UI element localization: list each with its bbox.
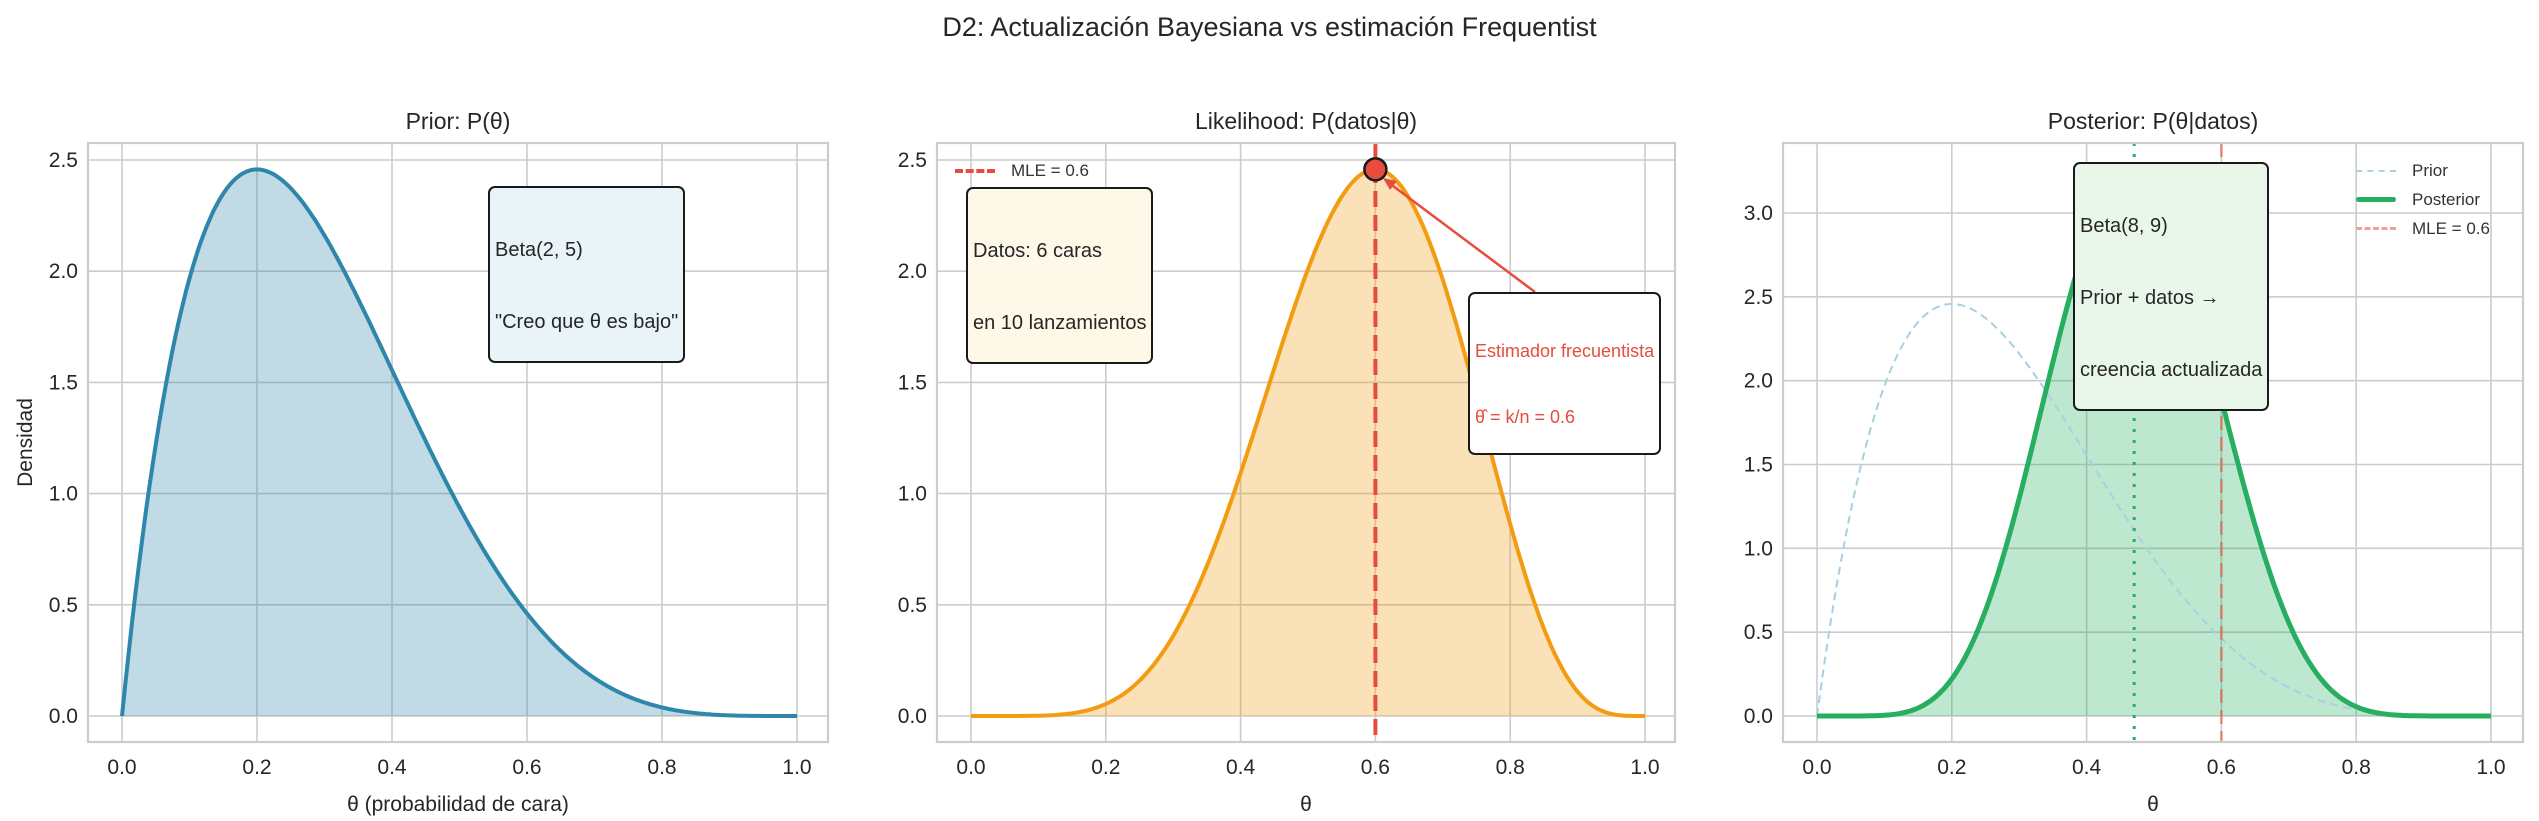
x-axis-label: θ <box>2147 793 2159 816</box>
y-tick-label: 0.5 <box>1744 621 1773 644</box>
x-tick-label: 0.8 <box>1496 756 1525 779</box>
posterior-solid-swatch <box>2356 197 2396 202</box>
panel-2: 0.0 0.2 0.4 0.6 0.8 1.0 0.0 0.5 1.0 1.5 2.0 2.5 Like… <box>898 108 1677 816</box>
x-tick-label: 0.4 <box>1226 756 1256 779</box>
annotation-arrow <box>1384 178 1536 294</box>
prior-annotation-line2: "Creo que θ es bajo" <box>495 311 679 333</box>
prior-dashed-curve <box>1816 302 2491 717</box>
density-fill <box>122 169 797 716</box>
mle-dashed-swatch <box>2356 227 2396 230</box>
x-tick-label: 0.2 <box>1091 756 1120 779</box>
axes-frame <box>1781 141 2525 744</box>
x-tick-label: 0.4 <box>377 756 407 779</box>
prior-annotation-line1: Beta(2, 5) <box>495 239 583 261</box>
y-tick-label: 1.5 <box>1744 454 1773 477</box>
arrow-head-icon <box>1383 178 1397 190</box>
panel-1: 0.0 0.2 0.4 0.6 0.8 1.0 0.0 0.5 1.0 1.5 2.0 2.5 Prio… <box>14 108 830 816</box>
legend-item-mle: MLE = 0.6 <box>2356 214 2490 243</box>
x-tick-label: 0.0 <box>1802 756 1831 779</box>
y-tick-label: 1.0 <box>1744 537 1773 560</box>
x-tick-label: 0.2 <box>242 756 271 779</box>
likelihood-data-annotation-box: Datos: 6 caras en 10 lanzamientos <box>966 187 1154 364</box>
y-tick-label: 2.0 <box>49 260 78 283</box>
y-tick-label: 2.5 <box>49 149 78 172</box>
y-tick-label: 1.5 <box>898 371 927 394</box>
x-tick-label: 0.8 <box>647 756 676 779</box>
y-tick-label: 0.5 <box>49 594 78 617</box>
panel-title: Prior: P(θ) <box>406 108 511 134</box>
x-tick-label: 0.0 <box>956 756 985 779</box>
x-tick-label: 1.0 <box>782 756 811 779</box>
posterior-annotation-box: Beta(8, 9) Prior + datos → creencia actu… <box>2073 162 2270 411</box>
y-axis-label: Densidad <box>14 398 37 487</box>
y-tick-label: 1.5 <box>49 371 78 394</box>
legend-item-mle: MLE = 0.6 <box>955 156 1089 185</box>
x-tick-label: 0.2 <box>1937 756 1966 779</box>
legend-label-prior: Prior <box>2412 160 2448 180</box>
y-tick-label: 1.0 <box>898 483 927 506</box>
x-tick-label: 0.4 <box>2072 756 2102 779</box>
frequentist-annotation-line1: Estimador frecuentista <box>1475 341 1655 361</box>
panel-title: Posterior: P(θ|datos) <box>2048 108 2259 134</box>
y-tick-label: 0.0 <box>49 705 78 728</box>
likelihood-annotation-line2: en 10 lanzamientos <box>973 312 1147 334</box>
axes-frame <box>86 141 830 744</box>
prior-dashed-swatch <box>2356 169 2396 172</box>
x-axis-label: θ <box>1300 793 1312 816</box>
mle-point-marker <box>1363 157 1388 182</box>
posterior-legend: Prior Posterior MLE = 0.6 <box>2356 156 2490 243</box>
frequentist-annotation-line2: θ̂ = k/n = 0.6 <box>1475 407 1576 427</box>
mle-dashed-swatch <box>955 168 995 173</box>
x-tick-label: 0.6 <box>1361 756 1390 779</box>
y-tick-label: 0.0 <box>1744 705 1773 728</box>
x-tick-label: 1.0 <box>1630 756 1659 779</box>
density-curve <box>120 167 797 718</box>
y-tick-label: 2.5 <box>1744 286 1773 309</box>
x-tick-label: 0.8 <box>2342 756 2371 779</box>
posterior-annotation-line3: creencia actualizada <box>2080 359 2263 381</box>
figure-suptitle: D2: Actualización Bayesiana vs estimació… <box>942 12 1597 42</box>
density-fill <box>971 169 1645 716</box>
y-tick-label: 0.5 <box>898 594 927 617</box>
y-tick-label: 0.0 <box>898 705 927 728</box>
y-tick-label: 2.0 <box>1744 370 1773 393</box>
legend-label-posterior: Posterior <box>2412 189 2481 209</box>
frequentist-estimator-annotation: Estimador frecuentista θ̂ = k/n = 0.6 <box>1468 292 1662 455</box>
x-tick-label: 0.6 <box>2207 756 2236 779</box>
x-tick-label: 0.0 <box>107 756 136 779</box>
density-curve <box>971 167 1645 718</box>
likelihood-legend: MLE = 0.6 <box>955 156 1089 185</box>
panel-3: 0.0 0.2 0.4 0.6 0.8 1.0 0.0 0.5 1.0 1.5 2.0 2.5 3.0 P… <box>1744 108 2525 816</box>
y-tick-label: 1.0 <box>49 483 78 506</box>
density-fill <box>1817 171 2491 716</box>
legend-label-mle: MLE = 0.6 <box>1011 160 1089 180</box>
y-tick-label: 2.5 <box>898 149 927 172</box>
y-tick-label: 2.0 <box>898 260 927 283</box>
x-axis-label: θ (probabilidad de cara) <box>347 793 569 816</box>
legend-item-prior: Prior <box>2356 156 2490 185</box>
prior-annotation-box: Beta(2, 5) "Creo que θ es bajo" <box>488 186 686 363</box>
y-tick-label: 3.0 <box>1744 202 1773 225</box>
likelihood-annotation-line1: Datos: 6 caras <box>973 240 1102 262</box>
posterior-annotation-line2: Prior + datos → <box>2080 287 2220 309</box>
x-tick-label: 0.6 <box>512 756 541 779</box>
posterior-annotation-line1: Beta(8, 9) <box>2080 215 2168 237</box>
legend-label-mle: MLE = 0.6 <box>2412 218 2490 238</box>
x-tick-label: 1.0 <box>2476 756 2505 779</box>
legend-item-posterior: Posterior <box>2356 185 2490 214</box>
axes-frame <box>935 141 1677 744</box>
panel-title: Likelihood: P(datos|θ) <box>1195 108 1417 134</box>
